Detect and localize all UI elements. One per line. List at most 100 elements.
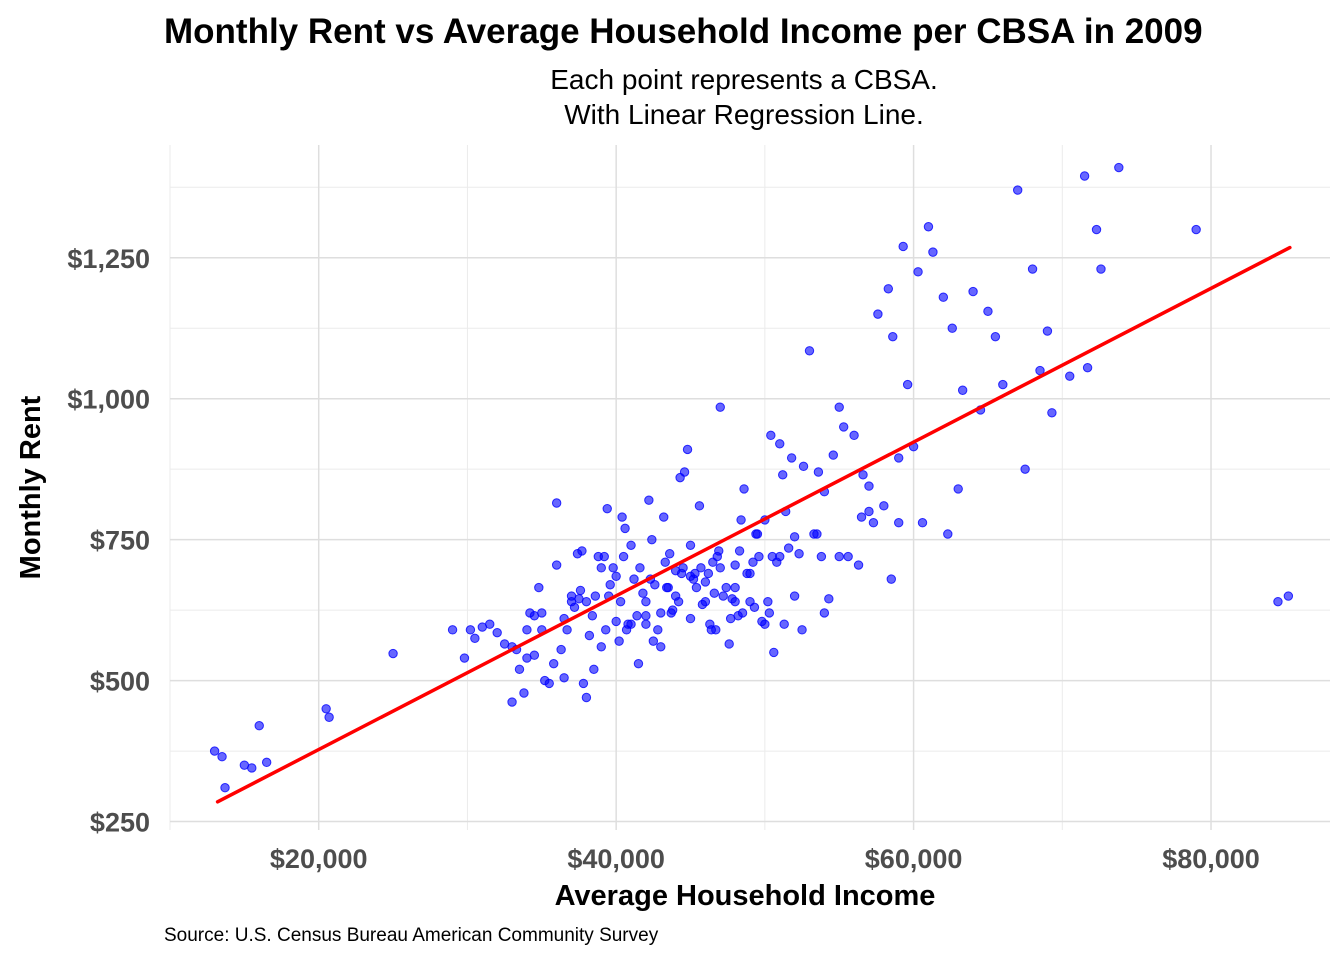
data-point	[928, 247, 938, 257]
data-point	[711, 625, 721, 635]
data-point	[715, 402, 725, 412]
data-point	[736, 515, 746, 525]
data-point	[638, 588, 648, 598]
data-point	[990, 331, 1001, 342]
data-point	[873, 309, 883, 319]
y-axis-tick-labels: $250 $500 $750 $1,000 $1,250	[67, 244, 150, 838]
minor-gridlines	[169, 145, 1330, 830]
data-point	[647, 534, 657, 545]
data-point	[1096, 264, 1106, 274]
data-point	[767, 551, 778, 562]
data-point	[754, 551, 764, 562]
major-gridlines	[170, 145, 1330, 830]
data-point	[705, 619, 715, 629]
data-point	[953, 484, 963, 494]
data-point	[745, 568, 755, 579]
data-point	[220, 783, 230, 793]
data-point	[786, 453, 797, 463]
data-point	[629, 574, 639, 584]
data-point	[663, 582, 673, 593]
data-point	[670, 591, 681, 601]
data-point	[828, 450, 838, 460]
data-point	[644, 495, 654, 505]
data-point	[1020, 464, 1030, 474]
data-point	[708, 557, 718, 567]
data-point	[886, 574, 896, 584]
data-point	[898, 241, 908, 252]
data-point	[1027, 264, 1038, 274]
data-point	[599, 551, 609, 562]
data-point	[209, 746, 220, 756]
data-point	[769, 647, 779, 658]
data-point	[824, 594, 834, 604]
data-point	[632, 611, 642, 621]
chart-title: Monthly Rent vs Average Household Income…	[164, 12, 1203, 51]
data-point	[913, 267, 923, 277]
data-point	[656, 608, 666, 618]
data-point	[694, 501, 705, 511]
data-point	[1191, 224, 1201, 235]
x-tick-label: $40,000	[567, 844, 665, 874]
data-point	[664, 549, 675, 559]
data-point	[656, 642, 666, 652]
data-point	[608, 563, 618, 573]
data-point	[514, 664, 525, 675]
data-point	[507, 697, 517, 707]
data-point	[1283, 591, 1294, 601]
data-point	[858, 470, 868, 480]
data-point	[587, 611, 598, 621]
data-point	[544, 678, 554, 689]
data-point	[559, 673, 569, 683]
x-tick-label: $20,000	[270, 844, 368, 874]
data-point	[853, 560, 864, 570]
data-points	[209, 162, 1294, 793]
data-point	[581, 596, 592, 607]
data-point	[590, 591, 601, 601]
data-point	[611, 616, 621, 627]
data-point	[1273, 596, 1283, 607]
data-point	[834, 551, 844, 562]
data-point	[983, 306, 993, 317]
data-point	[1065, 371, 1075, 381]
data-point	[730, 560, 740, 570]
data-point	[324, 712, 334, 722]
data-point	[617, 512, 627, 522]
data-point	[261, 757, 272, 768]
data-point	[690, 568, 700, 579]
data-point	[1035, 365, 1045, 376]
chart-subtitle-line-2: With Linear Regression Line.	[564, 99, 924, 130]
data-point	[797, 625, 807, 635]
data-point	[783, 543, 794, 553]
data-point	[843, 551, 853, 562]
data-point	[254, 720, 264, 731]
data-point	[1047, 408, 1057, 418]
data-point	[968, 286, 978, 297]
data-point	[879, 501, 889, 511]
regression-line	[215, 245, 1292, 804]
data-point	[714, 546, 724, 556]
data-point	[217, 752, 227, 762]
data-point	[894, 453, 904, 463]
data-point	[730, 582, 740, 593]
data-point	[682, 444, 693, 455]
data-point	[519, 688, 529, 698]
data-point	[605, 580, 615, 590]
data-point	[894, 518, 904, 528]
y-tick-label: $1,000	[67, 385, 150, 415]
data-point	[902, 379, 913, 390]
data-point	[666, 608, 676, 618]
data-point	[678, 563, 688, 573]
data-point	[1091, 224, 1102, 235]
x-tick-label: $80,000	[1162, 844, 1260, 874]
data-point	[611, 571, 621, 581]
data-point	[703, 568, 714, 579]
data-point	[562, 625, 572, 635]
data-point	[614, 636, 624, 646]
data-point	[1114, 162, 1124, 173]
data-point	[764, 608, 775, 618]
data-point	[998, 379, 1008, 390]
chart-caption: Source: U.S. Census Bureau American Comm…	[164, 925, 659, 946]
data-point	[685, 540, 696, 550]
data-point	[615, 596, 626, 607]
data-point	[578, 678, 589, 689]
